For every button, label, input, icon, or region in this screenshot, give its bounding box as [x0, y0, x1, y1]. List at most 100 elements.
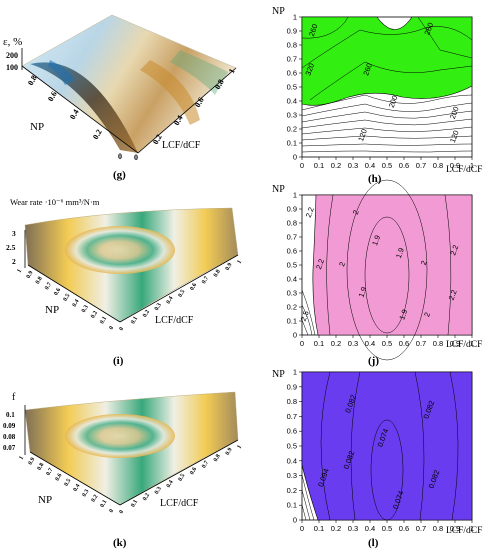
- y-axis-label-j: NP: [272, 184, 285, 195]
- contour-label-j: 1.9: [370, 234, 382, 247]
- axis-i-np: [27, 264, 121, 323]
- y-tick-label-h: 1: [293, 13, 297, 22]
- contour-label-j: 2.5: [299, 310, 311, 323]
- contour-label-j: 2.2: [447, 289, 459, 302]
- x-axis-label-j: LCF/dCF: [446, 340, 482, 350]
- x-tick-label-l: 0.9: [450, 524, 460, 533]
- y-tick-i: 0.7: [44, 282, 53, 291]
- contours-h: [301, 16, 473, 153]
- x-tick-k: 0: [119, 509, 126, 515]
- y-tick-label-j: 0.9: [287, 205, 297, 214]
- x-tick-label-h: 0.9: [450, 161, 460, 170]
- region-green-h: [301, 16, 473, 106]
- y-tick-k: 0.2: [91, 494, 100, 503]
- surface-g-patch: [48, 60, 75, 85]
- contour-label-j: 2.2: [448, 244, 460, 257]
- x-axis-label-i: LCF/dCF: [155, 315, 194, 326]
- x-tick-label-l: 0.5: [382, 524, 392, 533]
- contour-label-h: 200: [387, 94, 400, 109]
- y-tick-label-l: 1: [293, 368, 297, 377]
- y-tick-label-l: 0.5: [287, 442, 297, 451]
- x-tick-i: 0.3: [154, 302, 163, 311]
- x-tick-label-j: 0.9: [450, 339, 460, 348]
- z-axis-label-g: ε, %: [3, 36, 22, 48]
- y-tick-label-j: 0.4: [287, 275, 297, 284]
- x-tick-k: 1: [237, 444, 244, 450]
- y-tick-label-l: 0.6: [287, 427, 297, 436]
- contour-label-h: 200: [448, 105, 461, 120]
- y-axis-label-g: NP: [30, 121, 44, 133]
- x-tick-label-h: 0.7: [416, 161, 426, 170]
- chart-k: f 0.1 0.09 0.08 0.07 00.10.20.30.40.50.6…: [3, 391, 244, 549]
- x-tick-label-l: 0.1: [314, 524, 324, 533]
- caption-j: (j): [368, 355, 379, 367]
- y-tick-k: 0.9: [28, 457, 37, 466]
- y-tick-label-l: 0: [293, 516, 297, 525]
- x-tick-g-5: 1: [227, 67, 237, 75]
- x-tick-label-j: 0.4: [365, 339, 375, 348]
- axis-g-np: [21, 65, 139, 154]
- chart-g: ε, % 200 100 NP LCF/dCF 0 0.2 0.4 0.6 0.…: [3, 14, 237, 181]
- x-tick-g-0: 0: [134, 153, 138, 162]
- x-tick-k: 0.4: [166, 480, 175, 489]
- z-tick-k-2: 0.08: [3, 433, 16, 441]
- contour-label-j: 2: [337, 261, 347, 268]
- x-tick-i: 0.1: [130, 316, 139, 325]
- x-tick-label-j: 0.7: [416, 339, 426, 348]
- y-tick-label-h: 0.7: [287, 55, 297, 64]
- contour-label-j: 2: [422, 311, 432, 318]
- y-tick-i: 0.1: [99, 316, 108, 325]
- surface-g-band2: [170, 50, 228, 95]
- x-tick-label-j: 0.1: [314, 339, 324, 348]
- chart-j: 2.2 21.91.9 2.22.2 2 21.9 2.22.5 1.9 2 0 0.1 0.2 0…: [272, 179, 482, 367]
- y-tick-label-h: 0: [293, 153, 297, 162]
- x-tick-label-h: 0.8: [433, 161, 443, 170]
- y-tick-k: 0: [109, 508, 116, 514]
- y-tick-g-3: 0.6: [46, 90, 59, 103]
- x-tick-label-h: 0.1: [314, 161, 324, 170]
- y-tick-label-h: 0.8: [287, 41, 297, 50]
- y-tick-k: 0.8: [37, 462, 46, 471]
- axis-i-lcf: [119, 254, 239, 323]
- contour-label-h: 260: [422, 21, 435, 36]
- caption-h: (h): [368, 173, 382, 185]
- y-tick-i: 0: [109, 325, 116, 331]
- contours-j: [301, 179, 452, 361]
- y-ticks-k: 00.10.20.30.40.50.60.70.80.91: [19, 455, 116, 514]
- region-blue-l: [301, 371, 473, 521]
- x-tick-label-l: 0.7: [416, 524, 426, 533]
- x-tick-label-l: 1: [470, 524, 474, 533]
- axes-l: 0 0.1 0.2 0.3 0.4 0.5 0.6 0.7 0.8 0.9 1 0 0.1 0.2 0.3 0…: [287, 368, 475, 534]
- z-tick-k-0: 0.1: [6, 411, 15, 419]
- axis-g-lcf: [137, 67, 237, 154]
- x-tick-label-l: 0.4: [365, 524, 375, 533]
- z-tick-g-0: 200: [6, 51, 18, 60]
- y-tick-label-h: 0.1: [287, 139, 297, 148]
- y-tick-i: 0.4: [72, 299, 81, 308]
- y-tick-label-h: 0.3: [287, 111, 297, 120]
- y-tick-label-h: 0.5: [287, 83, 297, 92]
- surface-k-ellipse: [65, 414, 175, 458]
- x-tick-label-h: 0.5: [382, 161, 392, 170]
- x-axis-label-h: LCF/dCF: [446, 165, 482, 175]
- y-tick-label-j: 0.7: [287, 233, 297, 242]
- x-tick-k: 0.2: [142, 493, 151, 502]
- contour-labels-j: 2.2 2 1.9 1.9 2.2 2.2 2 2 1.9 2.2 2.5 1.9 2: [299, 206, 461, 322]
- y-tick-g-0: 0: [118, 152, 122, 161]
- x-tick-label-h: 0: [300, 161, 304, 170]
- contour-label-j: 2.2: [314, 258, 326, 271]
- z-tick-k-3: 0.07: [3, 444, 16, 452]
- x-tick-label-j: 0.6: [399, 339, 409, 348]
- z-tick-g-1: 100: [6, 63, 18, 72]
- region-pink-j: [312, 194, 473, 336]
- y-tick-g-2: 0.4: [68, 108, 81, 121]
- y-tick-k: 0.7: [46, 467, 55, 476]
- x-tick-label-j: 1: [470, 339, 474, 348]
- y-tick-k: 0.3: [82, 489, 91, 498]
- x-tick-k: 0.7: [201, 460, 210, 469]
- x-tick-label-h: 0.6: [399, 161, 409, 170]
- y-tick-i: 0.9: [26, 270, 35, 279]
- x-tick-label-j: 0.5: [382, 339, 392, 348]
- x-tick-g-4: 0.8: [213, 78, 226, 91]
